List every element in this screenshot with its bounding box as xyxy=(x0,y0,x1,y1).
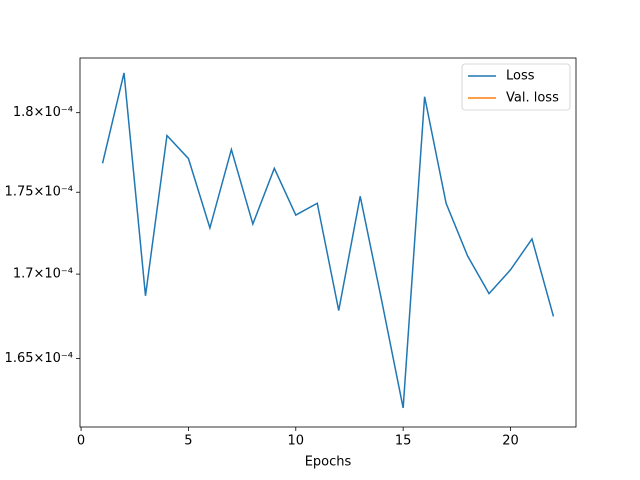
legend-label: Val. loss xyxy=(506,91,559,106)
x-tick-label: 10 xyxy=(288,434,305,449)
x-tick-label: 5 xyxy=(184,434,192,449)
legend-label: Loss xyxy=(506,69,535,84)
y-tick-label: 1.8×10⁻⁴ xyxy=(13,105,73,120)
x-tick-label: 20 xyxy=(502,434,519,449)
y-tick-label: 1.7×10⁻⁴ xyxy=(13,267,73,282)
x-axis-label: Epochs xyxy=(305,455,352,470)
y-tick-label: 1.65×10⁻⁴ xyxy=(5,351,73,366)
y-tick-label: 1.75×10⁻⁴ xyxy=(5,185,73,200)
x-tick-label: 15 xyxy=(395,434,412,449)
plot-frame xyxy=(79,57,577,428)
x-tick-label: 0 xyxy=(77,434,85,449)
line-series xyxy=(101,72,555,409)
